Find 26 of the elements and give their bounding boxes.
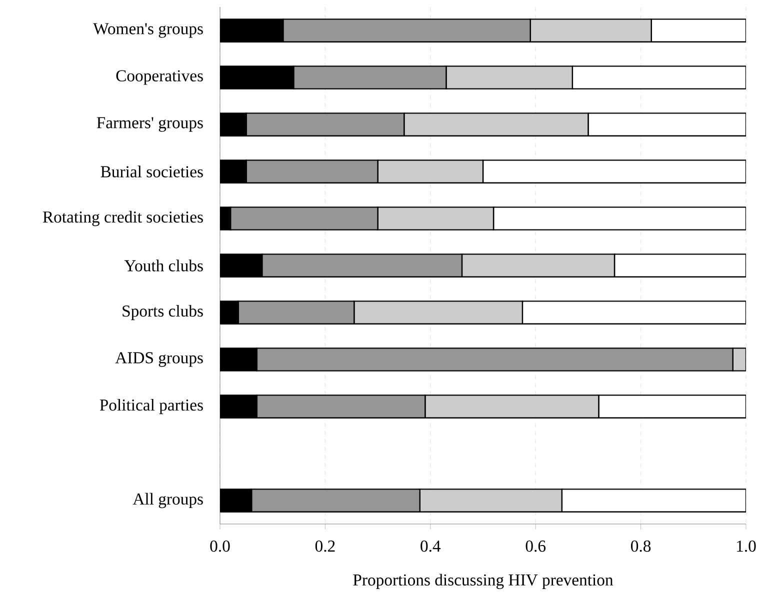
x-tick-label: 0.4 (420, 540, 441, 552)
bar (419, 488, 563, 512)
bar (424, 394, 600, 418)
y-tick-label: Farmers' groups (96, 117, 203, 132)
bar (377, 206, 494, 230)
bar (404, 112, 589, 136)
bar (354, 300, 524, 324)
y-tick-label: Cooperatives (116, 70, 203, 85)
x-tick-label: 0.6 (526, 540, 546, 552)
bar (446, 66, 574, 90)
y-tick-label: Political parties (100, 398, 203, 414)
y-tick-label: Women's groups (93, 23, 203, 38)
y-tick-label: Sports clubs (122, 304, 203, 320)
x-tick-label: 0.2 (315, 540, 335, 552)
x-tick-label: 0.0 (210, 540, 230, 552)
y-tick-label: Rotating credit societies (42, 210, 203, 226)
bar (530, 18, 652, 42)
x-axis-title: Proportions discussing HIV prevention (353, 574, 614, 590)
x-tick-label: 1.0 (737, 540, 756, 552)
y-tick-label: AIDS groups (115, 352, 203, 367)
y-tick-label: Youth clubs (124, 260, 203, 272)
y-tick-label: Burial societies (100, 166, 203, 178)
x-tick-label: 0.8 (631, 540, 651, 552)
bar (461, 254, 616, 278)
bar (377, 160, 484, 184)
y-tick-label: All groups (132, 492, 203, 508)
